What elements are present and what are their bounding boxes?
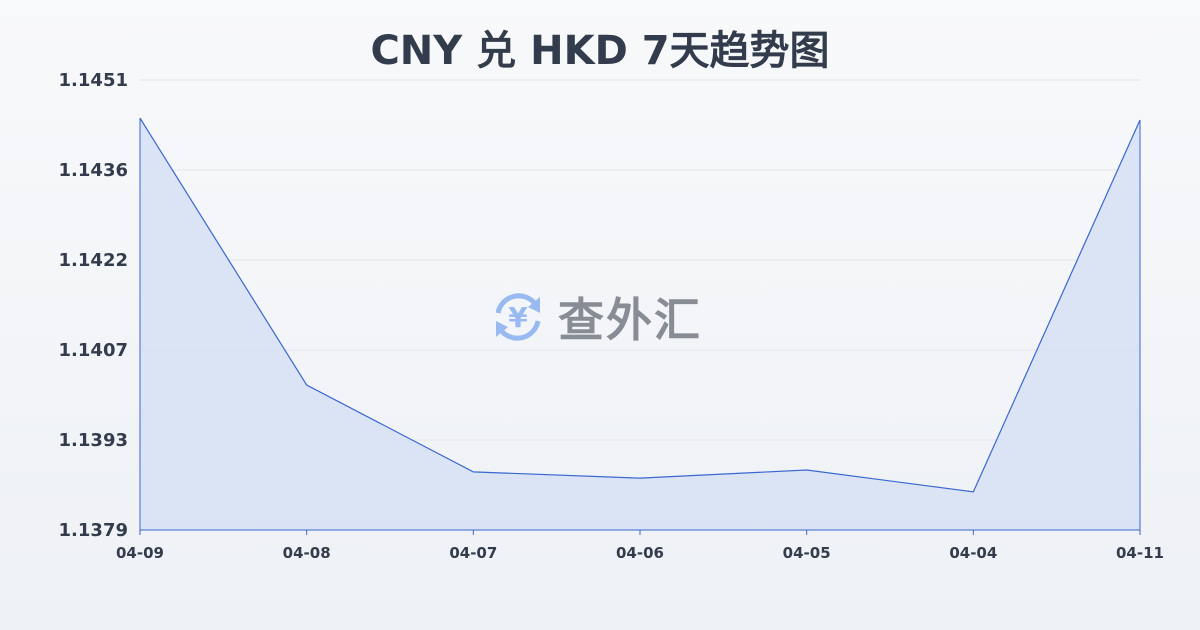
- x-tick-label: 04-08: [283, 544, 331, 562]
- x-tick-label: 04-11: [1116, 544, 1164, 562]
- x-tick-label: 04-07: [449, 544, 497, 562]
- x-tick-label: 04-05: [783, 544, 831, 562]
- yen-exchange-icon: ¥: [495, 293, 541, 341]
- y-tick-label: 1.1393: [59, 430, 128, 451]
- y-tick-label: 1.1407: [59, 340, 128, 361]
- watermark-text: 查外汇: [558, 293, 702, 347]
- y-tick-label: 1.1436: [59, 160, 128, 181]
- x-tick-label: 04-06: [616, 544, 664, 562]
- watermark: ¥ 查外汇: [488, 284, 702, 350]
- y-tick-label: 1.1379: [59, 520, 128, 541]
- area-fill: [140, 118, 1140, 530]
- svg-text:¥: ¥: [508, 301, 528, 334]
- chart-title: CNY 兑 HKD 7天趋势图: [370, 28, 830, 74]
- x-tick-label: 04-04: [949, 544, 997, 562]
- y-tick-label: 1.1451: [59, 70, 128, 91]
- x-tick-label: 04-09: [116, 544, 164, 562]
- y-tick-label: 1.1422: [59, 250, 128, 271]
